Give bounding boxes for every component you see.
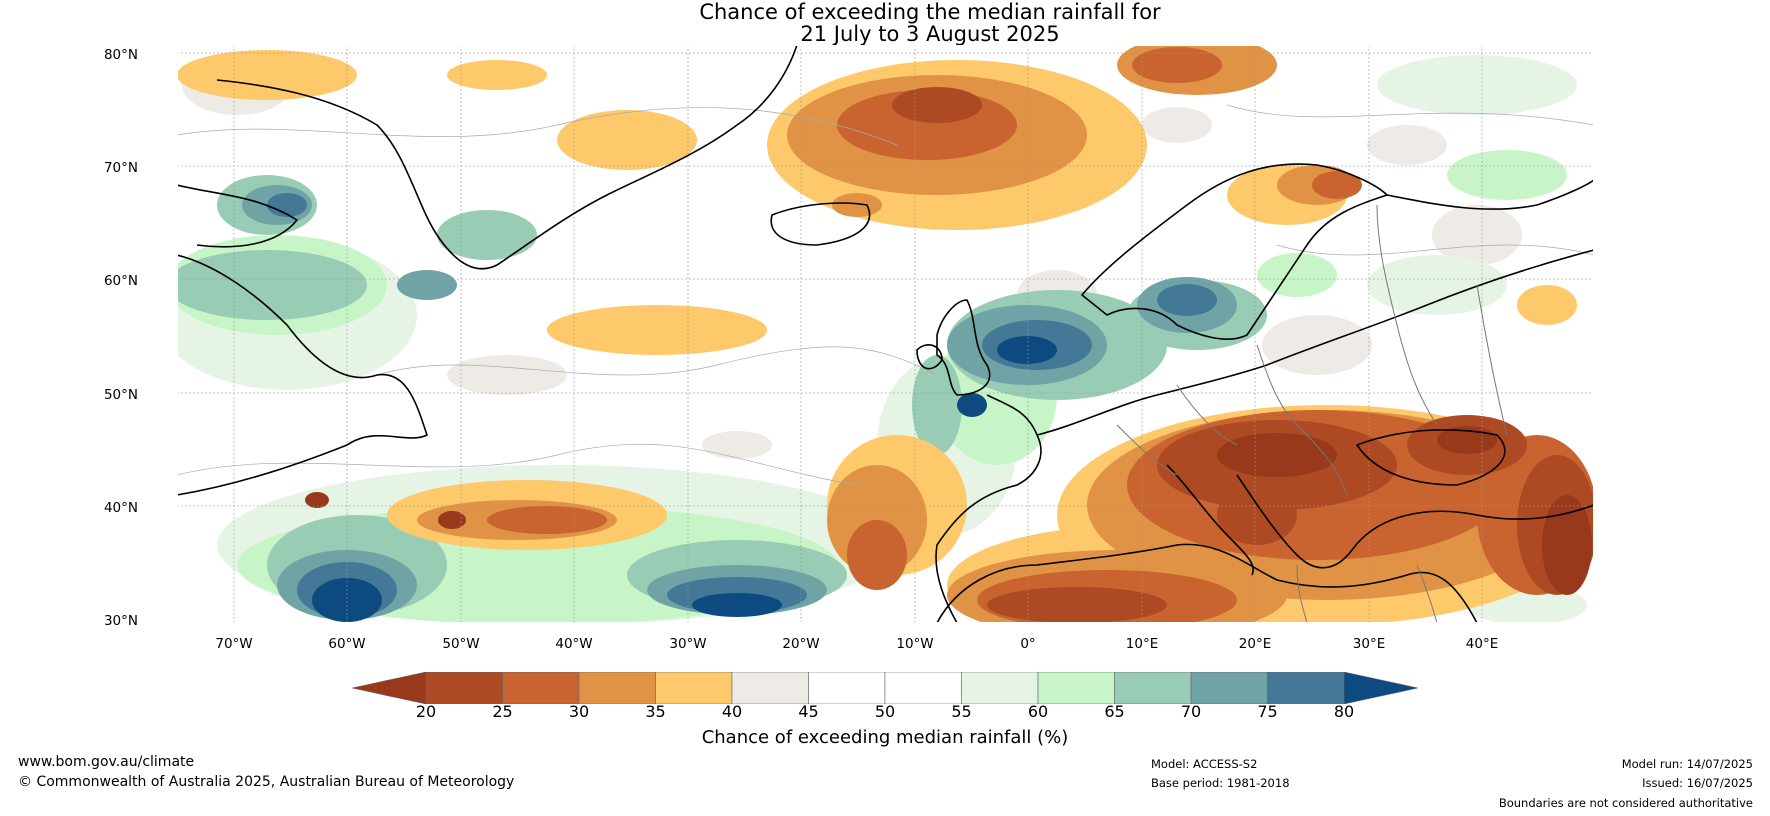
lon-label-70w: 70°W: [215, 636, 253, 652]
footer-copyright: © Commonwealth of Australia 2025, Austra…: [18, 774, 515, 790]
colorbar-tick-label: 55: [951, 702, 972, 721]
colorbar-tick-label: 30: [568, 702, 590, 721]
map-title-line1: Chance of exceeding the median rainfall …: [699, 0, 1161, 24]
colorbar-svg: [351, 671, 1419, 705]
lat-label-80n: 80°N: [103, 47, 138, 63]
colorbar-tick-label: 40: [721, 702, 743, 721]
shading-below-20: [305, 426, 1592, 595]
lon-label-10e: 10°E: [1125, 636, 1159, 652]
colorbar-segment: [1190, 671, 1268, 705]
colorbar-segment: [961, 671, 1039, 705]
lat-label-50n: 50°N: [103, 387, 138, 403]
colorbar-segment: [1267, 671, 1345, 705]
colorbar-tick-label: 50: [874, 702, 896, 721]
lat-label-30n: 30°N: [103, 613, 138, 629]
colorbar-segment: [425, 671, 503, 705]
colorbar-segment: [731, 671, 809, 705]
footer-disclaimer: Boundaries are not considered authoritat…: [1498, 796, 1753, 810]
colorbar-tick-label: 80: [1333, 702, 1355, 721]
lon-label-60w: 60°W: [328, 636, 366, 652]
lon-label-20e: 20°E: [1238, 636, 1272, 652]
colorbar-segment: [1037, 671, 1115, 705]
coastlines: [177, 45, 1594, 623]
shading-40-45: [182, 55, 1522, 459]
lon-label-10w: 10°W: [896, 636, 934, 652]
map-title-line2: 21 July to 3 August 2025: [800, 22, 1060, 46]
colorbar-extend-high: [1343, 671, 1419, 705]
lon-label-0: 0°: [1020, 636, 1036, 652]
graticule: [177, 45, 1594, 623]
footer-issued: Issued: 16/07/2025: [1642, 776, 1753, 790]
colorbar: [351, 671, 1419, 705]
colorbar-segment: [655, 671, 733, 705]
lat-label-40n: 40°N: [103, 500, 138, 516]
colorbar-tick-label: 70: [1180, 702, 1202, 721]
lon-label-30e: 30°E: [1352, 636, 1386, 652]
colorbar-tick-label: 20: [415, 702, 437, 721]
colorbar-segment: [1114, 671, 1192, 705]
footer-url: www.bom.gov.au/climate: [18, 754, 195, 770]
lat-label-70n: 70°N: [103, 160, 138, 176]
rainfall-map-svg: [177, 45, 1594, 623]
lon-label-50w: 50°W: [442, 636, 480, 652]
colorbar-tick-label: 65: [1104, 702, 1125, 721]
colorbar-label: Chance of exceeding median rainfall (%): [701, 727, 1069, 748]
footer-model: Model: ACCESS-S2: [1151, 757, 1258, 771]
colorbar-tick-label: 75: [1257, 702, 1278, 721]
map-frame: [177, 45, 1594, 623]
colorbar-segment: [502, 671, 580, 705]
lon-label-30w: 30°W: [669, 636, 707, 652]
lat-label-60n: 60°N: [103, 273, 138, 289]
colorbar-extend-low: [351, 671, 427, 705]
footer-base-period: Base period: 1981-2018: [1151, 776, 1290, 790]
colorbar-segment: [884, 671, 962, 705]
lon-label-40w: 40°W: [555, 636, 593, 652]
colorbar-segment: [578, 671, 656, 705]
country-borders: [1116, 204, 1508, 623]
colorbar-tick-label: 35: [645, 702, 666, 721]
colorbar-tick-label: 45: [798, 702, 819, 721]
lon-label-20w: 20°W: [782, 636, 820, 652]
colorbar-tick-label: 25: [492, 702, 513, 721]
colorbar-segment: [808, 671, 886, 705]
rainfall-map: [177, 45, 1594, 623]
colorbar-tick-label: 60: [1027, 702, 1049, 721]
footer-model-run: Model run: 14/07/2025: [1621, 757, 1753, 771]
contour-lines: [177, 104, 1594, 486]
shading-above-80: [312, 336, 1352, 622]
lon-label-40e: 40°E: [1465, 636, 1499, 652]
